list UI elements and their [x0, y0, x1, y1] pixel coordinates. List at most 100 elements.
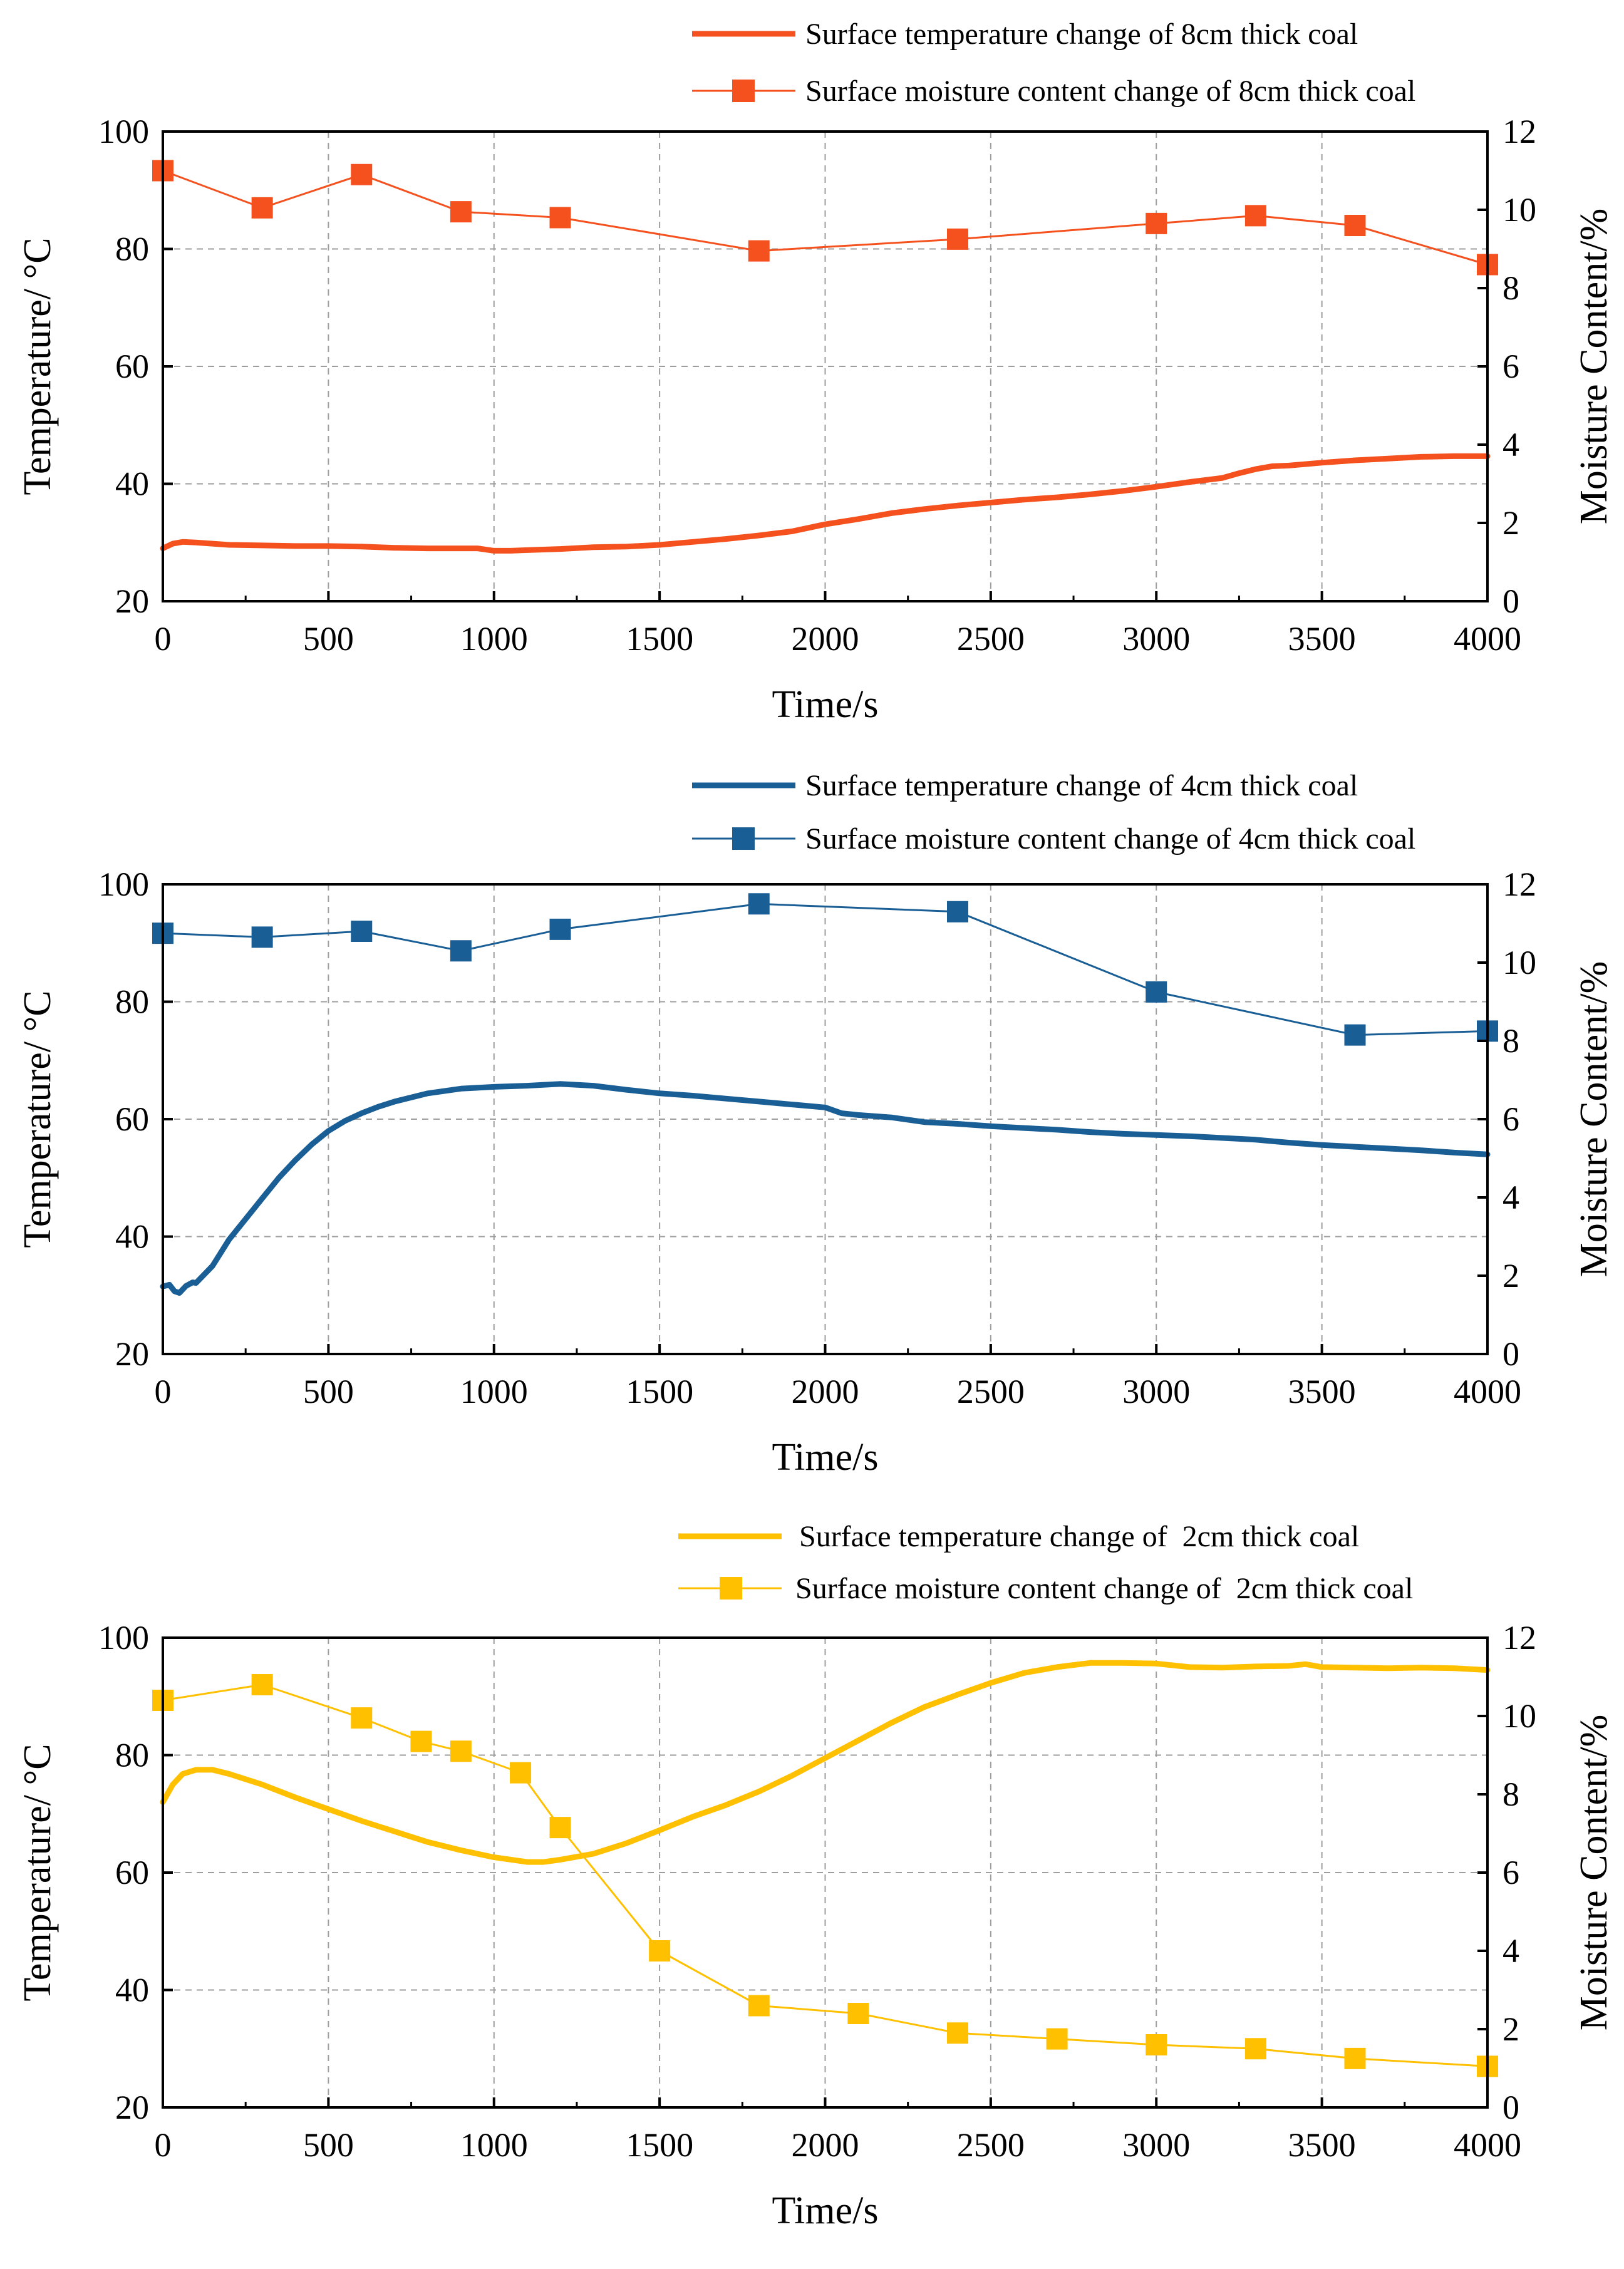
x-tick-label: 0 — [155, 1373, 172, 1410]
x-tick-label: 1500 — [626, 2126, 693, 2164]
x-tick-label: 1500 — [626, 620, 693, 658]
y2-tick-label: 10 — [1502, 944, 1536, 981]
moisture-data-point — [351, 921, 373, 942]
y2-tick-label: 2 — [1502, 504, 1519, 542]
moisture-data-point — [748, 240, 770, 262]
x-tick-label: 500 — [303, 2126, 354, 2164]
moisture-data-point — [251, 197, 273, 219]
y2-tick-label: 2 — [1502, 2010, 1519, 2048]
x-tick-label: 1000 — [460, 620, 528, 658]
moisture-data-point — [1344, 2047, 1366, 2069]
chart-panel-8cm: Surface temperature change of 8cm thick … — [16, 18, 1615, 726]
grid — [163, 884, 1487, 1354]
x-tick-label: 2500 — [957, 620, 1025, 658]
x-axis-title: Time/s — [772, 683, 878, 726]
moisture-series-line — [162, 1683, 1489, 2067]
x-tick-label: 3500 — [1288, 620, 1356, 658]
y2-tick-label: 8 — [1502, 1775, 1519, 1813]
x-tick-label: 4000 — [1454, 1373, 1521, 1410]
moisture-data-point — [947, 2022, 968, 2044]
moisture-data-point — [410, 1730, 432, 1752]
chart-panel-2cm: Surface temperature change of 2cm thick … — [16, 1520, 1615, 2232]
x-tick-label: 4000 — [1454, 620, 1521, 658]
moisture-data-point — [510, 1762, 532, 1784]
x-tick-label: 3500 — [1288, 2126, 1356, 2164]
legend-marker-moisture — [732, 80, 755, 102]
moisture-series-line — [162, 902, 1489, 1036]
y2-tick-label: 6 — [1502, 1100, 1519, 1138]
y2-axis-title: Moisture Content/% — [1573, 961, 1615, 1278]
moisture-data-point — [549, 1817, 571, 1839]
y-tick-label: 100 — [98, 1619, 149, 1657]
y-tick-label: 80 — [115, 983, 149, 1021]
moisture-data-point — [251, 926, 273, 948]
legend-marker-moisture — [732, 827, 755, 850]
y2-tick-label: 0 — [1502, 1335, 1519, 1373]
x-axis-title: Time/s — [772, 1436, 878, 1479]
moisture-data-point — [1146, 212, 1167, 234]
y2-tick-label: 4 — [1502, 1179, 1519, 1216]
legend-label-temperature: Surface temperature change of 2cm thick … — [799, 1520, 1359, 1553]
y2-tick-label: 10 — [1502, 191, 1536, 229]
temperature-series-line — [160, 1081, 1491, 1296]
y2-tick-label: 10 — [1502, 1697, 1536, 1735]
x-tick-label: 4000 — [1454, 2126, 1521, 2164]
x-tick-label: 0 — [155, 2126, 172, 2164]
y-tick-label: 40 — [115, 1218, 149, 1256]
y-tick-label: 60 — [115, 348, 149, 385]
moisture-data-point — [1146, 981, 1167, 1003]
y2-tick-label: 12 — [1502, 866, 1536, 903]
x-tick-label: 2500 — [957, 1373, 1025, 1410]
moisture-data-point — [1244, 2038, 1266, 2060]
moisture-data-point — [450, 940, 472, 962]
y2-tick-label: 4 — [1502, 1932, 1519, 1970]
y-tick-label: 20 — [115, 1335, 149, 1373]
x-tick-label: 500 — [303, 620, 354, 658]
x-tick-label: 3000 — [1122, 2126, 1190, 2164]
y-tick-label: 20 — [115, 2089, 149, 2126]
y-axis-title: Temperature/ °C — [16, 237, 59, 495]
x-axis-title: Time/s — [772, 2189, 878, 2232]
y-tick-label: 60 — [115, 1100, 149, 1138]
y2-axis-title: Moisture Content/% — [1573, 1715, 1615, 2031]
legend: Surface temperature change of 8cm thick … — [692, 18, 1415, 108]
y2-tick-label: 2 — [1502, 1257, 1519, 1295]
moisture-data-point — [1146, 2034, 1167, 2055]
temperature-series-line — [160, 1660, 1491, 1865]
y2-tick-label: 0 — [1502, 2089, 1519, 2126]
moisture-data-point — [1344, 215, 1366, 236]
legend: Surface temperature change of 2cm thick … — [678, 1520, 1413, 1605]
moisture-data-point — [450, 1740, 472, 1762]
y2-tick-label: 0 — [1502, 582, 1519, 620]
y-axis-title: Temperature/ °C — [16, 1744, 59, 2001]
y-tick-label: 80 — [115, 230, 149, 268]
x-tick-label: 2000 — [792, 1373, 859, 1410]
legend-label-moisture: Surface moisture content change of 2cm t… — [795, 1572, 1413, 1605]
x-tick-label: 1000 — [460, 2126, 528, 2164]
y-axis-title: Temperature/ °C — [16, 990, 59, 1248]
y2-tick-label: 6 — [1502, 348, 1519, 385]
x-tick-label: 3000 — [1122, 1373, 1190, 1410]
y-tick-label: 80 — [115, 1737, 149, 1774]
y-tick-label: 60 — [115, 1854, 149, 1891]
x-tick-label: 1000 — [460, 1373, 528, 1410]
x-tick-label: 2000 — [792, 620, 859, 658]
legend-marker-moisture — [720, 1577, 742, 1600]
moisture-data-point — [847, 2003, 869, 2024]
y2-tick-label: 12 — [1502, 113, 1536, 150]
y-tick-label: 20 — [115, 582, 149, 620]
moisture-data-point — [1046, 2028, 1068, 2050]
legend-label-moisture: Surface moisture content change of 8cm t… — [805, 75, 1415, 108]
y2-tick-label: 6 — [1502, 1854, 1519, 1891]
moisture-data-point — [947, 228, 968, 250]
y-tick-label: 100 — [98, 113, 149, 150]
y2-tick-label: 4 — [1502, 426, 1519, 463]
y-tick-label: 40 — [115, 465, 149, 503]
x-tick-label: 500 — [303, 1373, 354, 1410]
moisture-data-point — [251, 1674, 273, 1695]
moisture-data-point — [748, 893, 770, 915]
moisture-data-point — [351, 1707, 373, 1729]
moisture-data-point — [1344, 1024, 1366, 1046]
y-tick-label: 100 — [98, 866, 149, 903]
